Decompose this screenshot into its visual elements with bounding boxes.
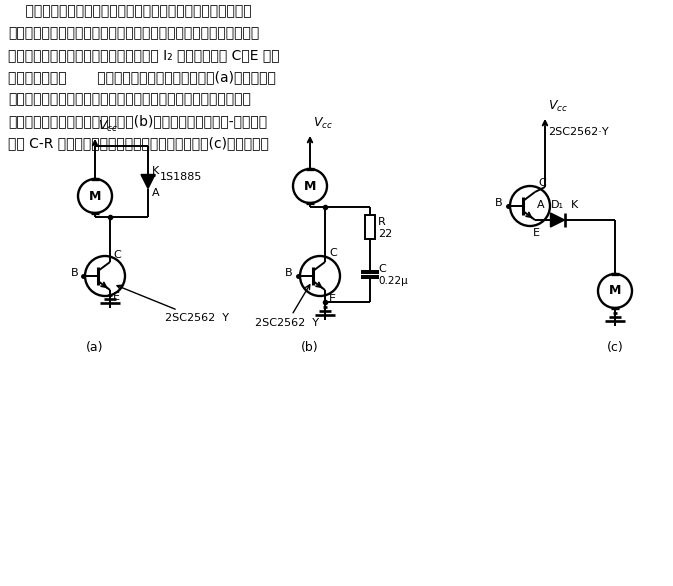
Text: E: E: [329, 294, 336, 304]
Text: B: B: [495, 198, 502, 208]
Text: E: E: [113, 292, 120, 302]
Text: $V_{cc}$: $V_{cc}$: [98, 119, 118, 134]
Text: 2SC2562·Y: 2SC2562·Y: [548, 127, 608, 137]
Text: C: C: [113, 250, 120, 260]
Text: (b): (b): [302, 342, 319, 355]
Text: 22: 22: [378, 229, 392, 239]
Text: 电机工作时，有时会在回路中产生异常电压，比如感应冲击电: 电机工作时，有时会在回路中产生异常电压，比如感应冲击电: [8, 4, 252, 18]
Text: C: C: [378, 264, 386, 274]
Text: 2SC2562  Y: 2SC2562 Y: [117, 285, 229, 323]
Text: C: C: [329, 248, 336, 258]
Text: 压，反转时的反向电压等，这对驱动电机工作的功率半导体器件具有: 压，反转时的反向电压等，这对驱动电机工作的功率半导体器件具有: [8, 26, 259, 40]
Text: 破坏作用，因此不但要限制功率晶体管的 I₂ 值，也要限制 C、E 间产: 破坏作用，因此不但要限制功率晶体管的 I₂ 值，也要限制 C、E 间产: [8, 48, 279, 62]
Text: M: M: [89, 189, 101, 203]
Text: C: C: [538, 178, 546, 188]
Text: (a): (a): [86, 342, 104, 355]
Text: K: K: [152, 165, 160, 175]
Text: $V_{cc}$: $V_{cc}$: [313, 116, 333, 131]
Text: K: K: [571, 200, 578, 210]
Text: 0.22μ: 0.22μ: [378, 276, 408, 286]
Text: M: M: [609, 284, 621, 298]
Polygon shape: [141, 175, 155, 189]
Text: M: M: [304, 179, 316, 192]
Text: E: E: [533, 228, 540, 238]
Text: $V_{cc}$: $V_{cc}$: [548, 99, 568, 114]
Text: 2SC2562  Y: 2SC2562 Y: [255, 285, 319, 328]
Text: B: B: [71, 268, 78, 278]
Text: A: A: [537, 200, 544, 210]
Text: A: A: [152, 188, 160, 197]
Text: 生的过电压，图       中给出三种晶体管保护电路。图(a)为在电机主: 生的过电压，图 中给出三种晶体管保护电路。图(a)为在电机主: [8, 70, 276, 84]
Polygon shape: [551, 213, 565, 227]
Text: 并联 C-R 吸收回路来吸收电机感应电压的能量；图(c)是晶体管和: 并联 C-R 吸收回路来吸收电机感应电压的能量；图(c)是晶体管和: [8, 136, 269, 150]
Text: D₁: D₁: [551, 200, 564, 210]
Text: (c): (c): [606, 342, 623, 355]
Bar: [365, 215, 375, 239]
Text: 1S1885: 1S1885: [160, 172, 203, 182]
Text: 极管短路，不会加到三极管上；图(b)是在晶体管的集电极-发射极间: 极管短路，不会加到三极管上；图(b)是在晶体管的集电极-发射极间: [8, 114, 267, 128]
Text: B: B: [285, 268, 293, 278]
Text: 回路两端反并联一个二极管，电源关闭瞬间产生的感应电压通过二: 回路两端反并联一个二极管，电源关闭瞬间产生的感应电压通过二: [8, 92, 251, 106]
Text: R: R: [378, 217, 386, 227]
